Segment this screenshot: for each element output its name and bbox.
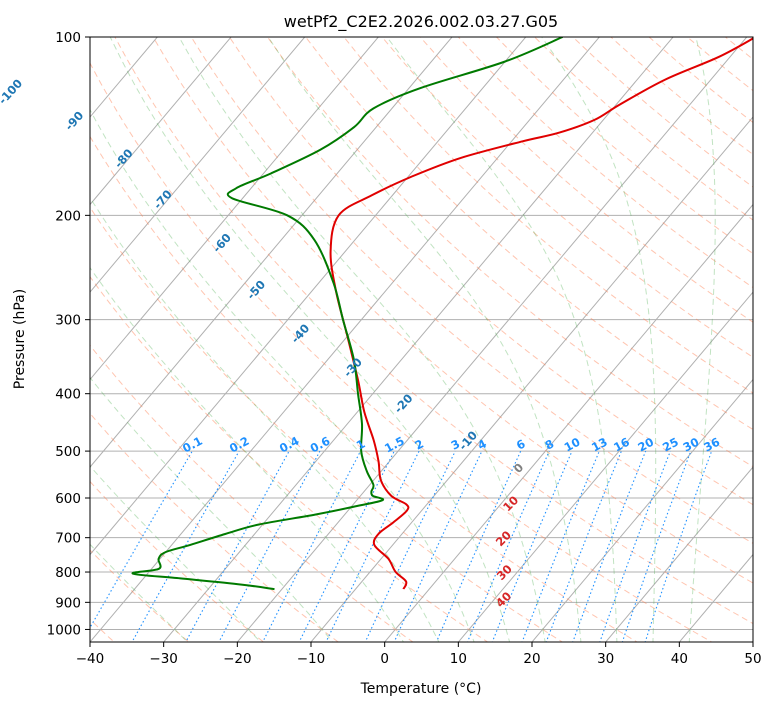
isotherm--30 bbox=[163, 37, 674, 642]
isotherm--50 bbox=[90, 37, 527, 556]
moist-adiabat-5 bbox=[90, 196, 440, 642]
dry-adiabat-80 bbox=[228, 37, 753, 506]
moist-adiabat-40 bbox=[688, 37, 716, 642]
x-tick-label: −30 bbox=[149, 651, 178, 667]
moist-adiabat-10 bbox=[90, 108, 475, 642]
x-axis-label: Temperature (°C) bbox=[360, 681, 482, 697]
dry-adiabat-40 bbox=[90, 62, 713, 642]
dry-adiabat--30 bbox=[90, 549, 190, 642]
mixing-ratio-line-0.2 bbox=[131, 450, 240, 642]
mixing-ratio-line-13 bbox=[521, 450, 600, 642]
dry-adiabat-0 bbox=[90, 344, 414, 642]
isotherm-30 bbox=[605, 466, 753, 642]
dry-adiabat-120 bbox=[381, 37, 753, 358]
mixing-ratio-line-36 bbox=[644, 450, 713, 642]
y-tick-label: 400 bbox=[55, 387, 81, 403]
moist-adiabat--20 bbox=[90, 465, 262, 642]
y-tick-label: 900 bbox=[55, 595, 81, 611]
moist-adiabat-30 bbox=[386, 37, 618, 642]
y-tick-label: 600 bbox=[55, 491, 81, 507]
y-axis-label: Pressure (hPa) bbox=[12, 289, 28, 389]
axes: −40 −30 −20 −10 0 10 20 30 40 50 100 200 300 400 500 60… bbox=[47, 30, 762, 667]
x-tick-label: 0 bbox=[380, 651, 389, 667]
mixing-ratio-line-10 bbox=[491, 450, 573, 642]
mixing-ratio-line-0.6 bbox=[218, 450, 321, 642]
plot-frame bbox=[89, 36, 754, 643]
isotherm-10 bbox=[457, 291, 753, 642]
x-tick-label: −40 bbox=[76, 651, 105, 667]
isotherm--60 bbox=[90, 37, 453, 468]
y-tick-label: 700 bbox=[55, 531, 81, 547]
dry-adiabat-10 bbox=[90, 275, 489, 642]
mixing-ratio-line-8 bbox=[466, 450, 550, 642]
dry-adiabat-130 bbox=[419, 37, 753, 323]
moist-adiabat-25 bbox=[267, 37, 582, 642]
mixing-ratio-label: 20 bbox=[635, 435, 656, 455]
isotherm--40 bbox=[90, 37, 601, 642]
y-tick-label: 300 bbox=[55, 313, 81, 329]
dry-adiabat-20 bbox=[90, 206, 564, 642]
isotherm--70 bbox=[90, 37, 380, 381]
isotherm--20 bbox=[236, 37, 748, 642]
mixing-ratio-label: 25 bbox=[660, 435, 681, 455]
x-tick-label: 50 bbox=[744, 651, 761, 667]
moist-adiabat-20 bbox=[178, 37, 546, 642]
mixing-ratio-label: 36 bbox=[701, 435, 722, 455]
x-tick-label: −20 bbox=[223, 651, 252, 667]
mixing-ratio-line-30 bbox=[621, 450, 692, 642]
moist-adiabat--10 bbox=[90, 376, 334, 642]
mixing-ratio-label: 10 bbox=[562, 435, 583, 455]
mixing-ratio-label: 13 bbox=[589, 435, 610, 455]
mixing-ratio-line-0.4 bbox=[185, 450, 290, 642]
isotherm--80 bbox=[90, 37, 306, 293]
y-tick-label: 800 bbox=[55, 565, 81, 581]
mixing-ratio-line-0.1 bbox=[90, 450, 193, 629]
moist-adiabat-15 bbox=[109, 37, 511, 642]
x-tick-label: 20 bbox=[523, 651, 540, 667]
background-lines bbox=[90, 37, 753, 642]
y-tick-label: 100 bbox=[55, 30, 81, 46]
moist-adiabat-35 bbox=[541, 37, 657, 642]
isotherm--90 bbox=[90, 37, 232, 206]
y-tick-label: 1000 bbox=[47, 622, 81, 638]
chart-title: wetPf2_C2E2.2026.002.03.27.G05 bbox=[284, 12, 558, 32]
mixing-ratio-label: 16 bbox=[611, 435, 632, 455]
dry-adiabat--10 bbox=[90, 412, 340, 642]
dry-adiabat-30 bbox=[90, 135, 638, 642]
dry-adiabat-70 bbox=[190, 37, 753, 544]
dewpoint-line bbox=[131, 37, 563, 591]
mixing-ratio-label: 30 bbox=[681, 435, 702, 455]
x-tick-label: 40 bbox=[671, 651, 688, 667]
mixing-ratio-line-6 bbox=[435, 450, 522, 642]
dry-adiabat-50 bbox=[114, 37, 753, 625]
y-tick-label: 500 bbox=[55, 444, 81, 460]
x-tick-label: 30 bbox=[597, 651, 614, 667]
temperature-line bbox=[329, 37, 753, 590]
x-tick-label: 10 bbox=[450, 651, 467, 667]
dry-adiabat-90 bbox=[266, 37, 753, 468]
mixing-ratio-line-3 bbox=[364, 450, 456, 642]
moist-adiabat--30 bbox=[90, 543, 189, 642]
moist-adiabat-0 bbox=[90, 266, 404, 642]
x-tick-label: −10 bbox=[297, 651, 326, 667]
isotherm-20 bbox=[531, 378, 753, 642]
isotherm-0 bbox=[384, 203, 753, 642]
dry-adiabat-60 bbox=[152, 37, 753, 584]
y-tick-label: 200 bbox=[55, 208, 81, 224]
profile-lines bbox=[131, 37, 753, 591]
